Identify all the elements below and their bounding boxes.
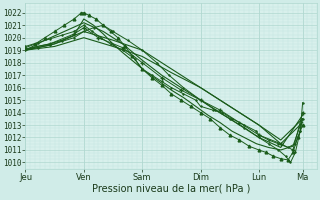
X-axis label: Pression niveau de la mer( hPa ): Pression niveau de la mer( hPa ) xyxy=(92,183,251,193)
